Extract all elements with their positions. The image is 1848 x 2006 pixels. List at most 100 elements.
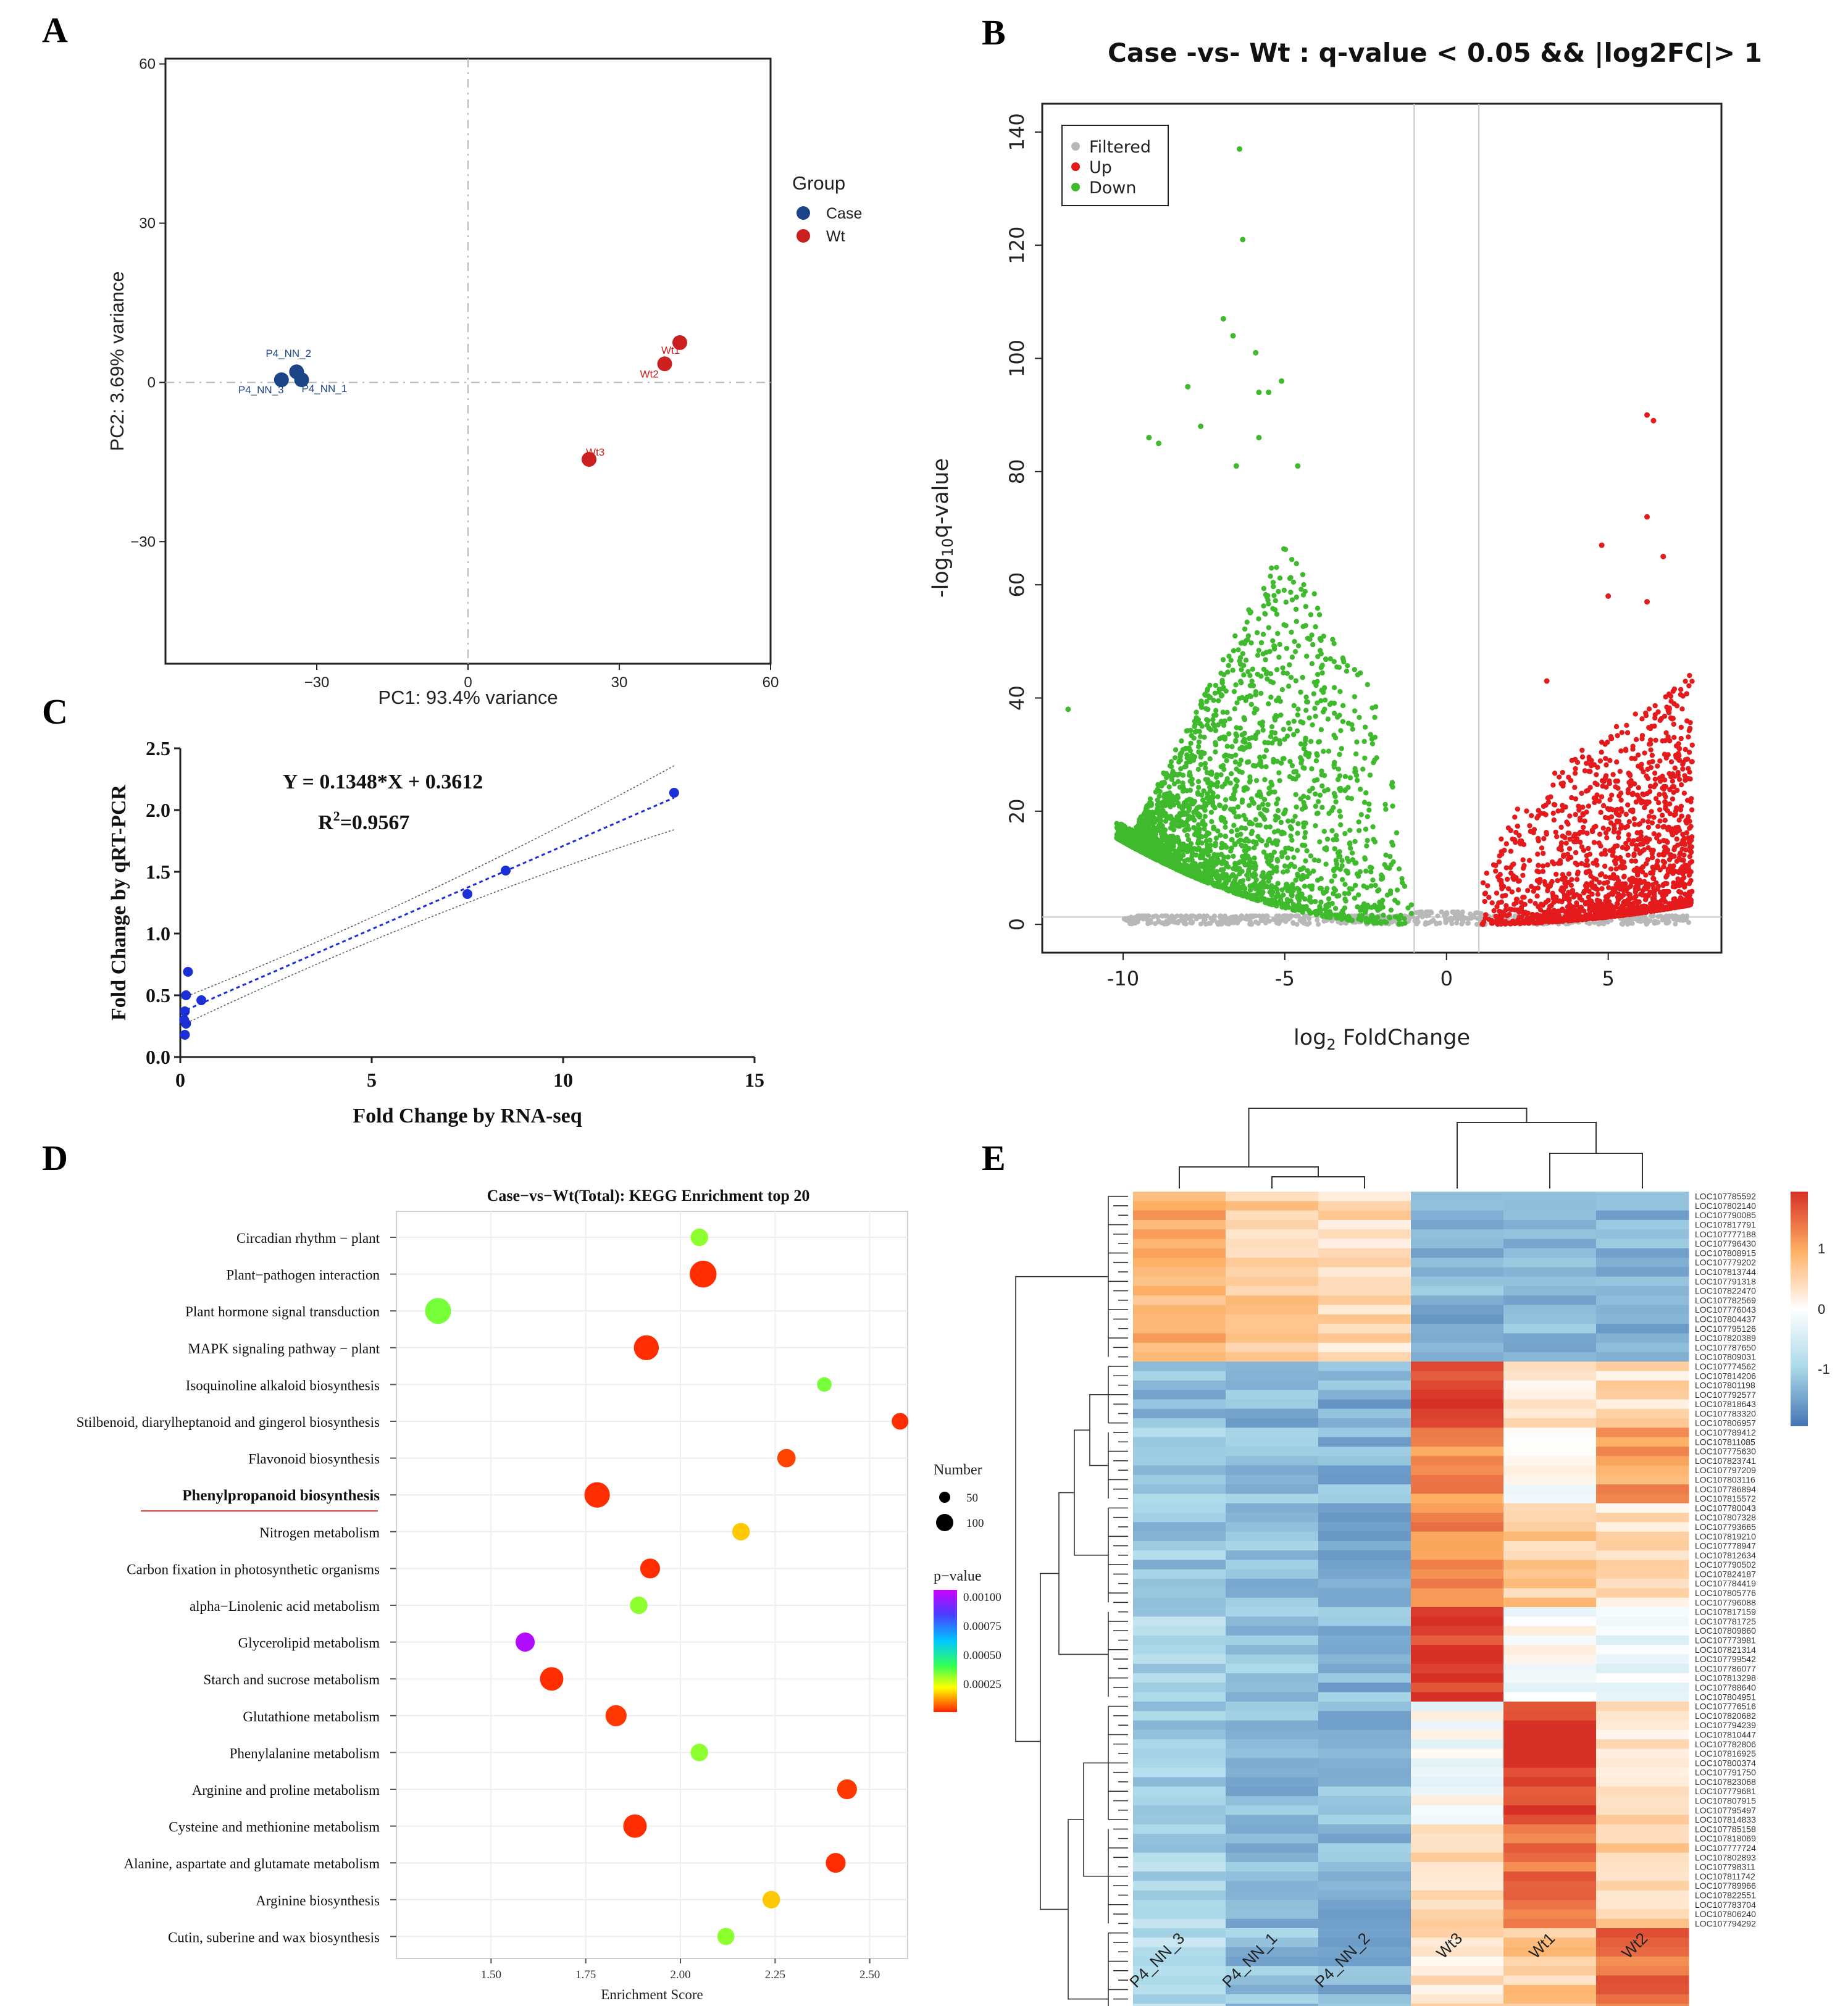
- volcano-up-point: [1660, 824, 1666, 830]
- volcano-down-point: [1356, 827, 1362, 834]
- volcano-y-tick-label: 40: [1005, 685, 1029, 711]
- volcano-up-point: [1607, 796, 1613, 803]
- volcano-up-point: [1569, 758, 1575, 763]
- pca-y-tick-label: 60: [139, 56, 156, 73]
- volcano-down-point: [1226, 662, 1231, 669]
- volcano-down-point: [1363, 868, 1369, 874]
- volcano-down-point: [1245, 876, 1252, 882]
- volcano-frame: [1041, 102, 1723, 954]
- panel-label-b: B: [982, 12, 1006, 52]
- volcano-down-point: [1299, 758, 1305, 763]
- volcano-down-point: [1399, 880, 1405, 885]
- volcano-up-point: [1611, 829, 1617, 835]
- volcano-filtered-point: [1298, 919, 1304, 924]
- volcano-up-point: [1591, 876, 1597, 881]
- volcano-up-point: [1582, 915, 1588, 921]
- volcano-up-point: [1535, 851, 1541, 857]
- volcano-down-point: [1243, 843, 1248, 849]
- volcano-down-point: [1319, 913, 1326, 919]
- volcano-down-point: [1355, 872, 1361, 878]
- volcano-up-point: [1583, 900, 1589, 906]
- volcano-down-point: [1318, 876, 1324, 882]
- volcano-down-point: [1382, 801, 1388, 808]
- volcano-filtered-point: [1451, 910, 1457, 916]
- volcano-down-point: [1323, 888, 1329, 895]
- volcano-up-point: [1657, 775, 1663, 781]
- volcano-up-point: [1594, 897, 1600, 903]
- volcano-filtered-point: [1158, 920, 1164, 926]
- pca-x-tick-label: 0: [464, 674, 472, 691]
- volcano-down-point: [1213, 728, 1219, 733]
- volcano-down-point: [1208, 769, 1215, 775]
- volcano-up-point: [1635, 900, 1641, 906]
- volcano-down-point: [1303, 622, 1308, 629]
- volcano-down-point: [1196, 739, 1202, 745]
- volcano-down-point: [1247, 883, 1253, 889]
- volcano-up-point: [1520, 872, 1526, 878]
- volcano-up-point: [1520, 857, 1526, 863]
- volcano-down-point: [1253, 777, 1260, 784]
- volcano-up-point: [1532, 901, 1538, 906]
- volcano-up-point: [1642, 897, 1649, 903]
- volcano-down-point: [1281, 587, 1287, 593]
- volcano-down-point: [1191, 809, 1197, 815]
- volcano-down-point: [1300, 572, 1306, 577]
- volcano-down-point: [1228, 771, 1234, 777]
- volcano-filtered-point: [1284, 913, 1290, 919]
- volcano-down-point: [1342, 830, 1348, 837]
- volcano-up-point: [1610, 807, 1615, 813]
- volcano-up-point: [1665, 808, 1670, 814]
- volcano-down-point: [1175, 837, 1181, 843]
- volcano-down-point: [1232, 841, 1237, 846]
- volcano-down-point: [1288, 590, 1294, 595]
- volcano-down-point: [1263, 842, 1269, 848]
- volcano-up-point: [1597, 872, 1603, 878]
- volcano-point-down: [1256, 390, 1262, 395]
- volcano-up-point: [1553, 912, 1559, 918]
- volcano-up-point: [1678, 735, 1684, 742]
- volcano-down-point: [1189, 857, 1195, 863]
- volcano-up-point: [1649, 820, 1655, 825]
- volcano-down-point: [1224, 709, 1230, 715]
- volcano-down-point: [1148, 837, 1154, 843]
- volcano-up-point: [1572, 832, 1578, 837]
- volcano-filtered-point: [1145, 921, 1151, 927]
- volcano-up-point: [1671, 735, 1677, 740]
- volcano-down-point: [1229, 873, 1235, 879]
- volcano-up-point: [1513, 896, 1520, 902]
- pca-point-p4-nn-1: [294, 372, 309, 388]
- volcano-filtered-point: [1222, 913, 1227, 919]
- volcano-down-point: [1163, 813, 1169, 819]
- volcano-down-point: [1319, 783, 1325, 789]
- validation-y-tick-label: 0.5: [146, 984, 170, 1006]
- volcano-down-point: [1358, 787, 1363, 792]
- volcano-up-point: [1634, 872, 1641, 878]
- volcano-up-point: [1608, 866, 1614, 872]
- volcano-down-point: [1237, 890, 1244, 896]
- volcano-down-point: [1224, 758, 1229, 764]
- validation-r2-exp: 2: [333, 808, 340, 824]
- volcano-x-tick-label: -10: [1107, 967, 1139, 990]
- volcano-down-point: [1264, 853, 1269, 859]
- volcano-down-point: [1365, 838, 1370, 843]
- volcano-up-point: [1672, 884, 1678, 890]
- volcano-filtered-point: [1444, 919, 1449, 924]
- volcano-up-point: [1673, 808, 1679, 814]
- volcano-up-point: [1510, 836, 1515, 842]
- volcano-filtered-point: [1258, 917, 1264, 922]
- volcano-point-down: [1266, 390, 1272, 395]
- volcano-down-point: [1347, 775, 1353, 780]
- volcano-down-point: [1260, 727, 1266, 733]
- volcano-filtered-point: [1181, 921, 1187, 926]
- volcano-up-point: [1552, 771, 1558, 776]
- volcano-up-point: [1613, 784, 1618, 790]
- volcano-down-point: [1302, 742, 1308, 747]
- volcano-up-point: [1645, 857, 1650, 863]
- volcano-down-point: [1261, 875, 1267, 881]
- volcano-down-point: [1300, 842, 1305, 848]
- volcano-down-point: [1211, 825, 1216, 832]
- volcano-up-point: [1684, 903, 1690, 909]
- volcano-down-point: [1246, 803, 1252, 808]
- volcano-up-point: [1654, 880, 1659, 886]
- volcano-down-point: [1294, 804, 1299, 810]
